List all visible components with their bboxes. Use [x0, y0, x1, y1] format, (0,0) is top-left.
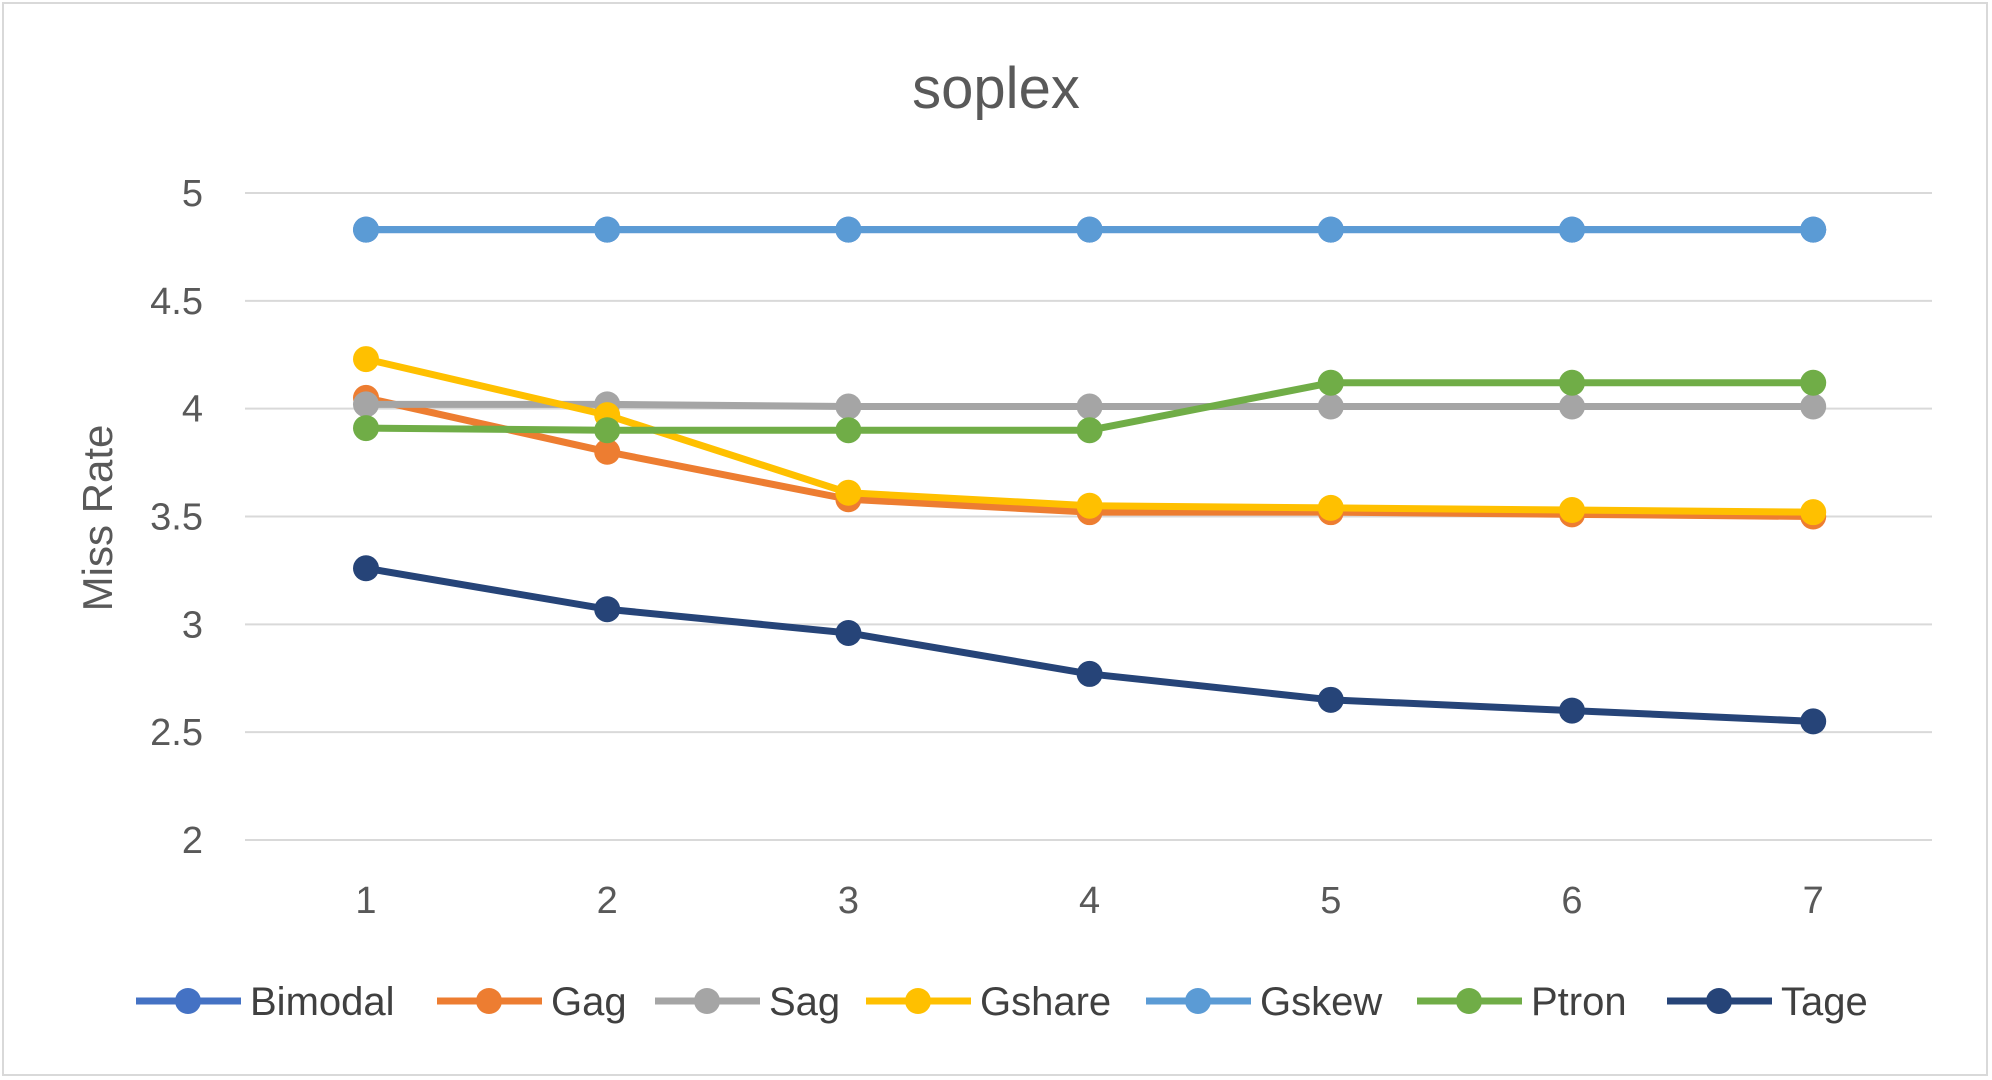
series-line — [362, 564, 1817, 725]
data-point — [594, 417, 621, 444]
legend-item-bimodal: Bimodal — [136, 980, 395, 1024]
y-axis-title: Miss Rate — [74, 425, 121, 612]
y-tick-label: 2 — [182, 820, 203, 862]
legend-swatch-marker — [476, 988, 502, 1014]
data-point — [594, 438, 621, 465]
legend-swatch-marker — [1185, 988, 1211, 1014]
data-point — [1317, 216, 1344, 243]
series-ptron — [353, 369, 1827, 444]
chart-title: soplex — [912, 56, 1080, 121]
legend-label: Bimodal — [250, 980, 395, 1024]
data-point — [1800, 216, 1827, 243]
data-point — [1559, 369, 1585, 396]
series-tage — [353, 555, 1827, 735]
x-tick-label: 7 — [1803, 880, 1824, 922]
legend: Bimodal Gag Sag Gshare Gskew Ptron Tage — [136, 980, 1868, 1024]
data-point — [1317, 393, 1344, 420]
legend-label: Ptron — [1531, 980, 1627, 1024]
data-point — [835, 216, 862, 243]
legend-item-sag: Sag — [655, 980, 840, 1024]
data-point — [835, 417, 862, 444]
x-tick-label: 2 — [597, 880, 618, 922]
legend-label: Gskew — [1260, 980, 1382, 1024]
x-tick-label: 6 — [1561, 880, 1582, 922]
x-tick-label: 5 — [1320, 880, 1341, 922]
y-tick-labels: 2 2.5 3 3.5 4 4.5 5 — [150, 173, 203, 862]
legend-item-gag: Gag — [437, 980, 627, 1024]
data-point — [1559, 216, 1585, 243]
x-tick-label: 3 — [838, 880, 859, 922]
data-point — [1559, 393, 1585, 420]
legend-label: Tage — [1781, 980, 1868, 1024]
legend-label: Sag — [769, 980, 840, 1024]
y-tick-label: 3 — [182, 604, 203, 646]
legend-swatch-marker — [175, 988, 201, 1014]
data-point — [1559, 697, 1585, 724]
y-tick-label: 5 — [182, 173, 203, 215]
data-point — [353, 216, 379, 243]
data-point — [1076, 492, 1103, 519]
legend-swatch-marker — [1706, 988, 1732, 1014]
legend-item-tage: Tage — [1667, 980, 1868, 1024]
y-tick-label: 2.5 — [150, 712, 203, 754]
data-point — [353, 346, 379, 373]
data-point — [1076, 417, 1103, 444]
data-point — [1800, 499, 1827, 526]
data-point — [835, 479, 862, 506]
data-point — [1076, 393, 1103, 420]
data-point — [353, 415, 379, 442]
y-tick-label: 4 — [182, 389, 203, 431]
legend-item-gshare: Gshare — [866, 980, 1111, 1024]
x-tick-label: 1 — [355, 880, 376, 922]
data-point — [594, 596, 621, 623]
legend-label: Gag — [551, 980, 627, 1024]
series-lines — [353, 216, 1827, 735]
data-point — [1317, 494, 1344, 521]
data-point — [1076, 216, 1103, 243]
legend-item-gskew: Gskew — [1146, 980, 1382, 1024]
legend-swatch-marker — [1456, 988, 1482, 1014]
y-tick-label: 4.5 — [150, 281, 203, 323]
legend-swatch-marker — [905, 988, 931, 1014]
y-tick-label: 3.5 — [150, 497, 203, 539]
data-point — [835, 619, 862, 646]
data-point — [1317, 686, 1344, 713]
data-point — [594, 216, 621, 243]
x-tick-labels: 1 2 3 4 5 6 7 — [355, 880, 1823, 922]
data-point — [1800, 393, 1827, 420]
legend-label: Gshare — [980, 980, 1111, 1024]
data-point — [1800, 708, 1827, 735]
legend-swatch-marker — [694, 988, 720, 1014]
data-point — [353, 391, 379, 418]
data-point — [1317, 369, 1344, 396]
series-gshare — [353, 346, 1827, 526]
data-point — [1800, 369, 1827, 396]
data-point — [1076, 660, 1103, 687]
data-point — [353, 555, 379, 582]
series-gskew — [353, 216, 1827, 243]
data-point — [1559, 497, 1585, 524]
legend-item-ptron: Ptron — [1417, 980, 1627, 1024]
data-point — [835, 393, 862, 420]
x-tick-label: 4 — [1079, 880, 1100, 922]
